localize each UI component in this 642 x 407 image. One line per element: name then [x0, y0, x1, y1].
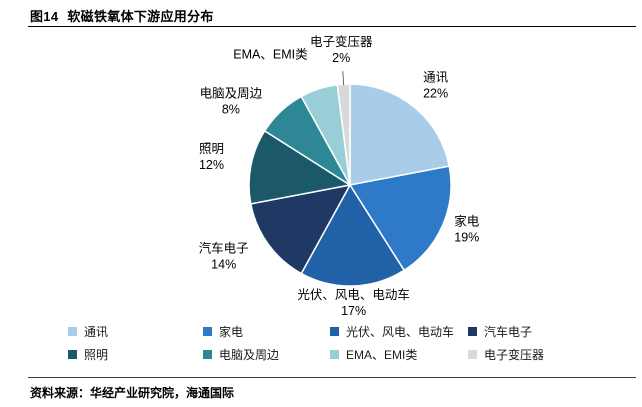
legend-item-7: 电子变压器	[468, 345, 634, 363]
legend-label: 照明	[84, 347, 109, 362]
source-note: 资料来源：华经产业研究院，海通国际	[30, 386, 235, 400]
legend-item-2: 光伏、风电、电动车	[330, 322, 468, 340]
legend-swatch	[68, 349, 77, 359]
legend-item-4: 照明	[68, 345, 203, 363]
slice-percent-2: 17%	[341, 304, 366, 318]
slice-label-0: 通讯	[423, 71, 449, 85]
legend-swatch	[468, 349, 477, 359]
chart-legend: 通讯 家电 光伏、风电、电动车 汽车电子照明 电脑及周边 EMA、EMI类 电子变压器	[68, 322, 634, 363]
slice-percent-5: 8%	[222, 103, 240, 117]
legend-swatch	[68, 326, 77, 336]
slice-percent-7: 2%	[332, 51, 350, 65]
slice-label-4: 照明	[199, 142, 224, 156]
pie-slice-1	[348, 165, 452, 272]
legend-label: 电子变压器	[484, 347, 545, 362]
pie-slice-0	[349, 83, 451, 186]
label-leader-line	[342, 71, 345, 86]
figure-number: 图14	[30, 9, 59, 24]
legend-label: EMA、EMI类	[346, 347, 418, 362]
figure-header: 图14 软磁铁氧体下游应用分布	[30, 6, 214, 25]
slice-label-7: 电子变压器	[310, 34, 373, 49]
legend-label: 电脑及周边	[219, 347, 280, 362]
pie-chart: 通讯 22% 家电 19% 光伏、风电、电动车 17% 汽车电子 14% 照明 12% 电脑及周边 8…	[199, 34, 480, 318]
slice-percent-0: 22%	[423, 87, 448, 101]
legend-label: 汽车电子	[484, 324, 533, 339]
legend-swatch	[203, 349, 212, 359]
legend-item-0: 通讯	[68, 322, 203, 340]
legend-swatch	[330, 349, 339, 359]
slice-percent-4: 12%	[199, 158, 224, 172]
slice-label-6: EMA、EMI类	[233, 47, 308, 61]
legend-label: 光伏、风电、电动车	[346, 324, 455, 339]
legend-swatch	[330, 326, 339, 336]
slice-label-5: 电脑及周边	[200, 87, 263, 101]
legend-item-5: 电脑及周边	[203, 345, 330, 363]
legend-item-6: EMA、EMI类	[330, 345, 468, 363]
slice-percent-1: 19%	[454, 231, 479, 245]
pie-slice-4	[248, 129, 353, 205]
legend-item-3: 汽车电子	[468, 322, 634, 340]
pie-slice-2	[300, 183, 406, 287]
footer-divider	[28, 377, 636, 378]
legend-label: 家电	[219, 324, 244, 339]
legend-label: 通讯	[84, 324, 109, 339]
slice-percent-3: 14%	[211, 258, 236, 272]
slice-label-2: 光伏、风电、电动车	[297, 287, 410, 302]
legend-swatch	[203, 326, 212, 336]
figure-title: 软磁铁氧体下游应用分布	[67, 9, 214, 24]
legend-item-1: 家电	[203, 322, 330, 340]
slice-label-1: 家电	[454, 214, 480, 229]
pie-slice-3	[249, 183, 352, 275]
legend-swatch	[468, 326, 477, 336]
header-divider	[28, 26, 636, 27]
slice-label-3: 汽车电子	[199, 241, 249, 256]
